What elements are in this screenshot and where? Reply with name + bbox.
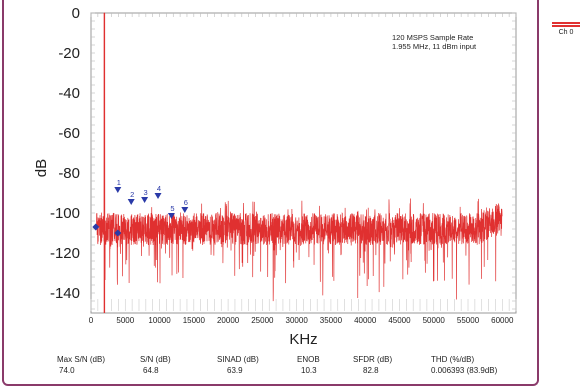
x-tick-label: 20000 [217, 316, 240, 325]
minor-ticks [90, 12, 517, 311]
harmonic-marker-label: 4 [157, 184, 161, 193]
x-tick-label: 45000 [388, 316, 411, 325]
harmonic-marker [181, 207, 189, 213]
stat-label: THD (%/dB) [431, 355, 475, 364]
spectrum-trace [96, 12, 503, 313]
stat-value: 82.8 [363, 366, 379, 375]
spur-marker [114, 229, 122, 237]
stat-value: 64.8 [143, 366, 159, 375]
x-tick-label: 55000 [457, 316, 480, 325]
y-tick-label: 0 [72, 5, 80, 22]
y-tick-label: -140 [50, 285, 80, 302]
harmonic-marker [114, 187, 122, 193]
stat-label: S/N (dB) [140, 355, 171, 364]
legend-label-ch0: Ch 0 [558, 29, 574, 36]
harmonic-marker-label: 6 [184, 198, 188, 207]
y-tick-label: -20 [58, 45, 80, 62]
harmonic-marker [141, 197, 149, 203]
legend-swatch-ch0 [552, 22, 580, 27]
y-tick-label: -120 [50, 245, 80, 262]
x-tick-label: 60000 [491, 316, 514, 325]
x-tick-label: 25000 [251, 316, 274, 325]
harmonic-marker-label: 5 [170, 204, 174, 213]
stat-label: SINAD (dB) [217, 355, 259, 364]
stat-label: ENOB [297, 355, 320, 364]
harmonic-marker [154, 193, 162, 199]
annotation-input: 1.955 MHz, 11 dBm input [392, 42, 477, 51]
x-tick-label: 5000 [116, 316, 134, 325]
x-tick-label: 35000 [320, 316, 343, 325]
stat-max-sn: Max S/N (dB) 74.0 [57, 354, 105, 376]
stat-thd: THD (%/dB) 0.006393 (83.9dB) [431, 354, 497, 376]
stat-value: 74.0 [59, 366, 75, 375]
y-tick-label: -100 [50, 205, 80, 222]
stat-label: Max S/N (dB) [57, 355, 106, 364]
y-tick-label: -80 [58, 165, 80, 182]
legend: Ch 0 [552, 22, 580, 36]
y-axis-label: dB [33, 159, 50, 177]
stat-sfdr: SFDR (dB) 82.8 [353, 354, 392, 376]
annotation-sample-rate: 120 MSPS Sample Rate [392, 33, 473, 42]
stat-value: 10.3 [301, 366, 317, 375]
plot-area [90, 12, 517, 314]
stat-value: 63.9 [227, 366, 243, 375]
harmonic-markers: 12 3 456 [92, 178, 189, 237]
x-tick-label: 40000 [354, 316, 377, 325]
stat-label: SFDR (dB) [353, 355, 393, 364]
x-tick-label: 50000 [423, 316, 446, 325]
harmonic-marker-label: 1 [117, 178, 121, 187]
trace-ch0 [96, 12, 503, 302]
y-tick-label: -60 [58, 125, 80, 142]
stat-value: 0.006393 (83.9dB) [431, 366, 498, 375]
x-tick-label: 0 [89, 316, 94, 325]
stat-sinad: SINAD (dB) 63.9 [217, 354, 259, 376]
harmonic-marker-label: 2 [130, 190, 134, 199]
x-tick-label: 10000 [148, 316, 171, 325]
harmonic-marker [167, 213, 175, 219]
y-tick-label: -40 [58, 85, 80, 102]
spur-marker [92, 223, 100, 231]
x-axis-label: KHz [289, 331, 317, 348]
stat-sn: S/N (dB) 64.8 [140, 354, 171, 376]
x-tick-label: 15000 [183, 316, 206, 325]
stat-enob: ENOB 10.3 [297, 354, 320, 376]
harmonic-marker [127, 199, 135, 205]
x-tick-label: 30000 [286, 316, 309, 325]
harmonic-marker-label: 3 [144, 188, 148, 197]
